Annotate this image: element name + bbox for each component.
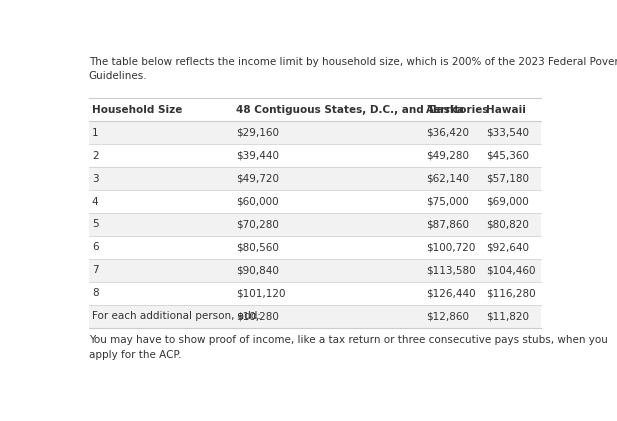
Text: 4: 4 [92,197,98,207]
Text: $70,280: $70,280 [236,219,279,229]
Text: $29,160: $29,160 [236,128,279,138]
Text: $62,140: $62,140 [426,173,469,184]
Bar [89,259,540,282]
Text: $69,000: $69,000 [486,197,529,207]
Text: $33,540: $33,540 [486,128,529,138]
Text: For each additional person, add:: For each additional person, add: [92,311,261,321]
Text: 5: 5 [92,219,98,229]
Text: $80,560: $80,560 [236,242,279,253]
Text: $60,000: $60,000 [236,197,278,207]
Text: $116,280: $116,280 [486,288,536,298]
Text: $36,420: $36,420 [426,128,469,138]
Text: $75,000: $75,000 [426,197,469,207]
Text: $49,280: $49,280 [426,151,469,161]
Text: 1: 1 [92,128,98,138]
Text: $101,120: $101,120 [236,288,285,298]
Text: $80,820: $80,820 [486,219,529,229]
Text: 2: 2 [92,151,98,161]
Bar [89,167,540,190]
Text: $12,860: $12,860 [426,311,469,321]
Text: 6: 6 [92,242,98,253]
Text: The table below reflects the income limit by household size, which is 200% of th: The table below reflects the income limi… [89,57,617,82]
Text: $126,440: $126,440 [426,288,476,298]
Text: $10,280: $10,280 [236,311,279,321]
Bar [89,305,540,328]
Text: 48 Contiguous States, D.C., and Territories: 48 Contiguous States, D.C., and Territor… [236,105,488,115]
Text: 8: 8 [92,288,98,298]
Text: $92,640: $92,640 [486,242,529,253]
Text: $39,440: $39,440 [236,151,279,161]
Bar [89,121,540,144]
Text: $100,720: $100,720 [426,242,475,253]
Text: Alaska: Alaska [426,105,465,115]
Text: $90,840: $90,840 [236,265,279,275]
Text: Hawaii: Hawaii [486,105,526,115]
Text: $113,580: $113,580 [426,265,476,275]
Text: $87,860: $87,860 [426,219,469,229]
Text: Household Size: Household Size [92,105,182,115]
Text: $11,820: $11,820 [486,311,529,321]
Text: $45,360: $45,360 [486,151,529,161]
Text: 7: 7 [92,265,98,275]
Text: $57,180: $57,180 [486,173,529,184]
Text: 3: 3 [92,173,98,184]
Text: $104,460: $104,460 [486,265,536,275]
Text: $49,720: $49,720 [236,173,279,184]
Bar [89,213,540,236]
Text: You may have to show proof of income, like a tax return or three consecutive pay: You may have to show proof of income, li… [89,336,608,360]
